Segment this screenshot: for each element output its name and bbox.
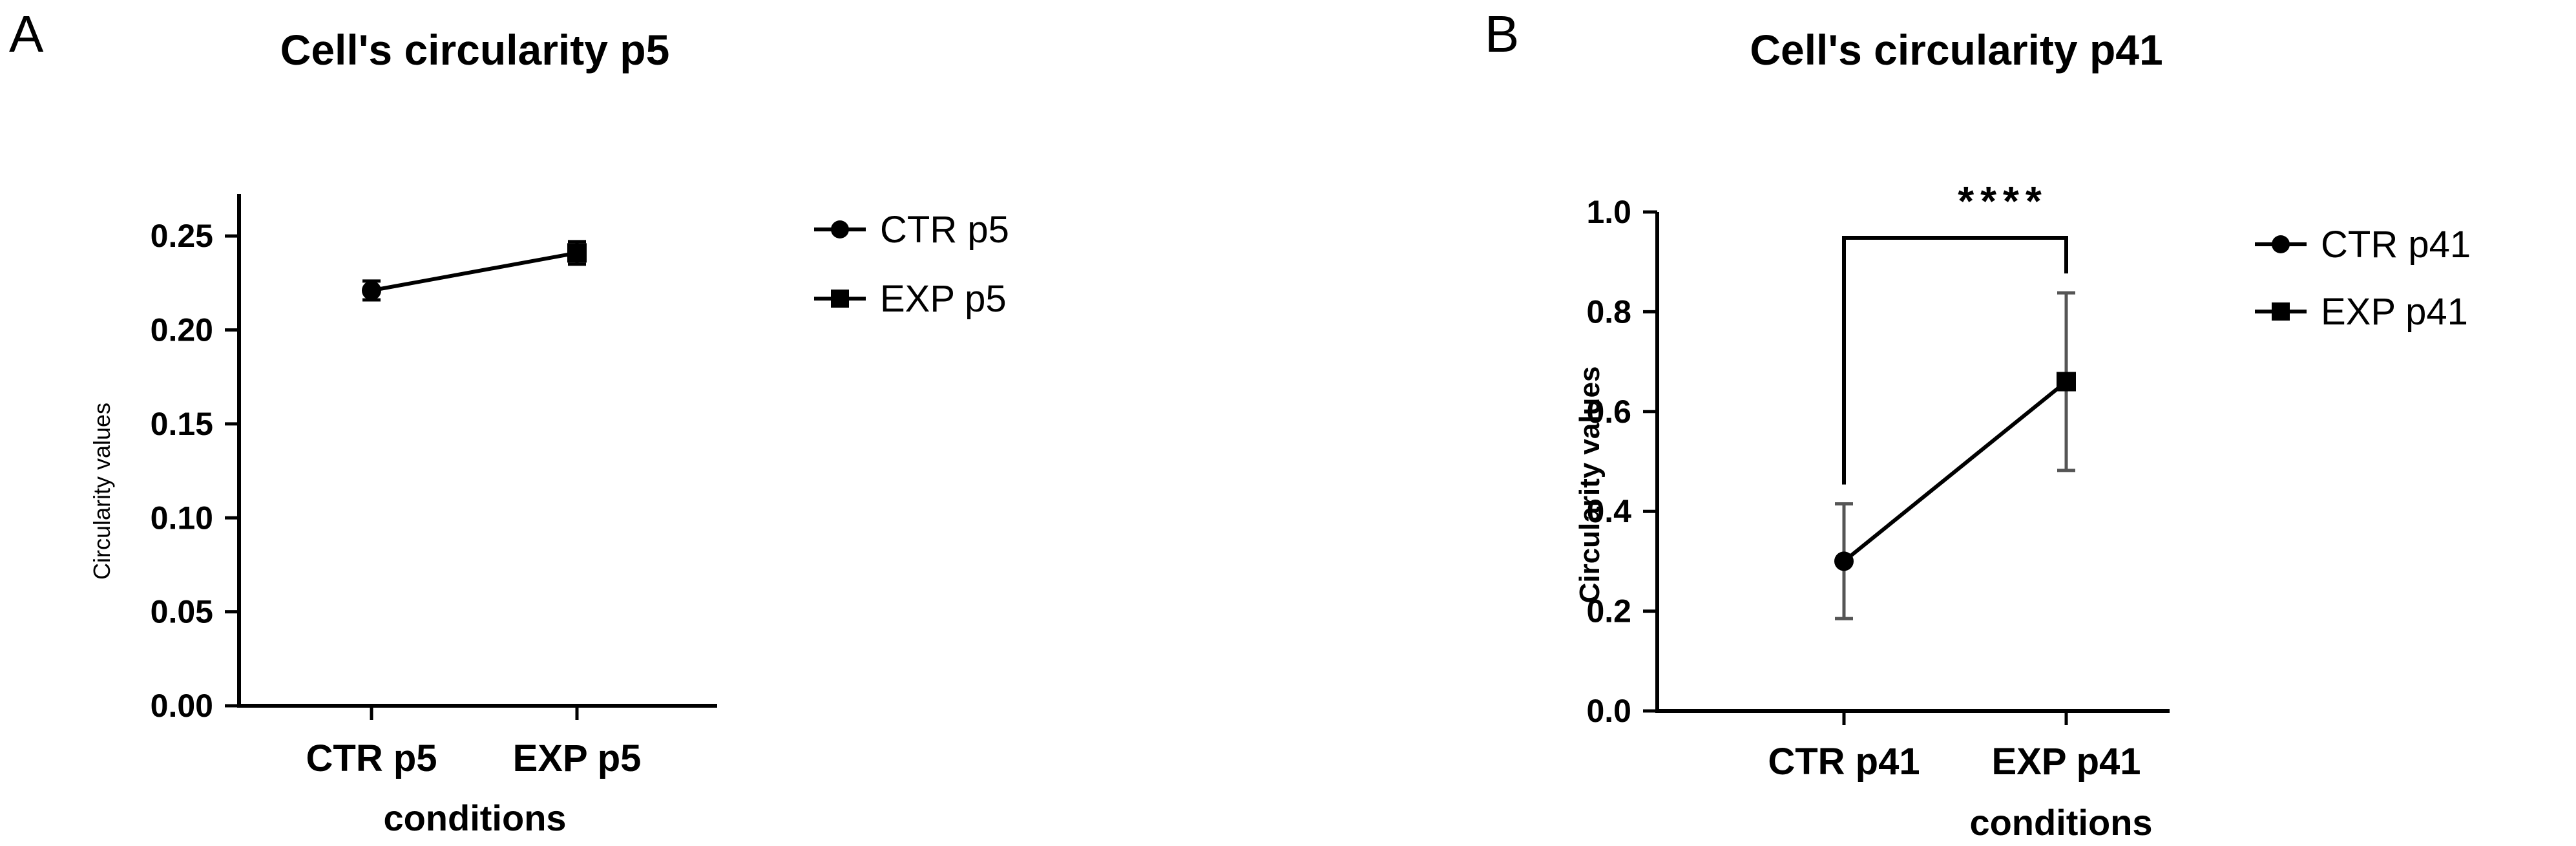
panel-b-y-tick-label: 0.6: [1586, 394, 1631, 430]
panel-b-legend-label: EXP p41: [2321, 291, 2468, 333]
panel-b-y-tick-label: 0.8: [1586, 293, 1631, 330]
panel-b-legend-marker: [2272, 302, 2290, 321]
panel-a-plot: 0.00 0.05 0.10 0.15 0.20 0.25 CTR p5 EXP p5 CTR …: [151, 194, 1009, 779]
panel-b-y-tick-label: 0.4: [1586, 493, 1631, 529]
panel-a-legend-label: CTR p5: [880, 209, 1009, 251]
panel-b-y-tick-label: 0.2: [1586, 593, 1631, 629]
panel-b-xlabel: conditions: [1969, 802, 2152, 843]
panel-b-x-tick-label: CTR p41: [1768, 741, 1920, 783]
panel-a-y-tick-label: 0.10: [151, 500, 213, 536]
panel-a-legend-label: EXP p5: [880, 278, 1007, 320]
panel-a-xlabel: conditions: [383, 798, 566, 838]
panel-a-y-tick-label: 0.15: [151, 406, 213, 442]
panel-a-ylabel: Circularity values: [89, 403, 115, 580]
panel-a-y-tick-label: 0.25: [151, 218, 213, 254]
panel-b-title: Cell's circularity p41: [1750, 26, 2162, 74]
panel-b-connecting-line: [1843, 380, 2068, 563]
panel-a-y-tick-label: 0.20: [151, 312, 213, 348]
panel-a-y-tick-label: 0.00: [151, 688, 213, 724]
panel-b-legend-label: CTR p41: [2321, 224, 2471, 266]
panel-a-legend-marker: [831, 290, 849, 308]
panel-a-y-tick-label: 0.05: [151, 594, 213, 630]
panel-a-point-0: [362, 280, 381, 301]
panel-a-legend-marker: [831, 220, 849, 238]
significance-label: ****: [1958, 178, 2048, 224]
panel-a-title: Cell's circularity p5: [280, 26, 670, 74]
panel-a-label: A: [9, 5, 44, 63]
panel-b-label: B: [1485, 5, 1519, 63]
panel-b-point-0: [1834, 551, 1854, 571]
panel-b-ylabel: Circularity values: [1574, 366, 1606, 604]
panel-a-x-tick-label: CTR p5: [306, 737, 437, 779]
panel-b-y-tick-label: 1.0: [1586, 194, 1631, 230]
panel-b-point-1: [2057, 372, 2076, 392]
panel-b-x-tick-label: EXP p41: [1991, 741, 2141, 783]
panel-a-x-tick-label: EXP p5: [513, 737, 642, 779]
significance-bracket: [1842, 236, 2068, 485]
panel-b-y-tick-label: 0.0: [1586, 693, 1631, 729]
panel-a-point-1: [567, 243, 587, 263]
panel-b-plot: 0.0 0.2 0.4 0.6 0.8 1.0 CTR p41 EXP p41 CTR p41 E…: [1586, 194, 2471, 783]
panel-a-connecting-line: [371, 251, 578, 293]
panel-b-legend-marker: [2272, 235, 2290, 253]
